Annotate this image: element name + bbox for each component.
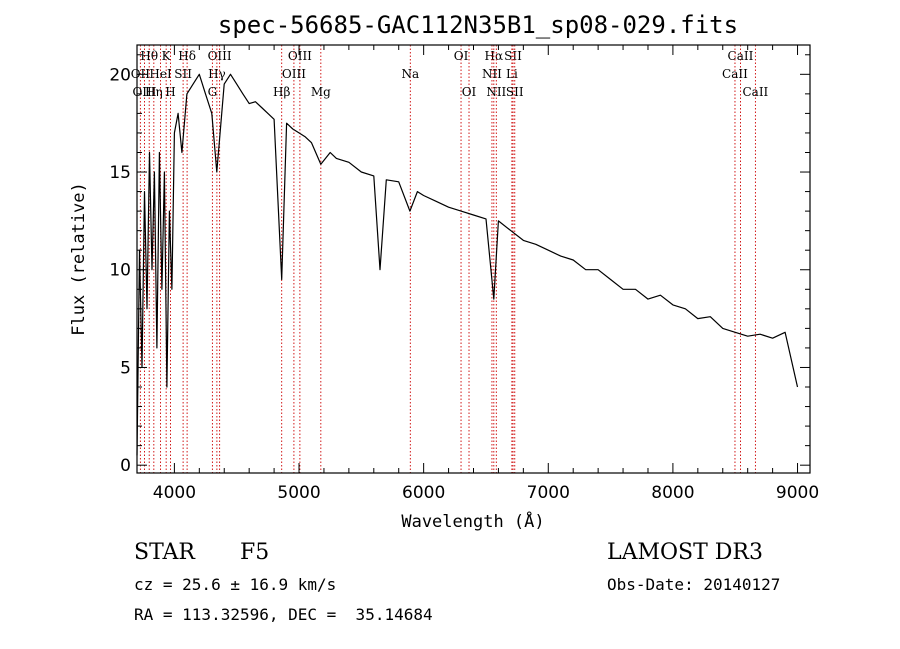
object-subclass: F5 <box>240 540 270 565</box>
marker-label-16: Na <box>401 67 419 81</box>
marker-label-2: OIII <box>132 85 156 99</box>
x-tick-label-5: 9000 <box>776 483 819 503</box>
marker-label-3: Hη <box>145 85 163 99</box>
axes: 4000 5000 6000 7000 8000 9000 0 5 10 15 20 <box>109 45 819 503</box>
observation-date: Obs-Date: 20140127 <box>607 575 781 594</box>
y-tick-label-3: 15 <box>109 163 131 183</box>
marker-label-13: OIII <box>288 49 312 63</box>
marker-label-8: Hδ <box>178 49 196 63</box>
marker-label-25: CaII <box>728 49 754 63</box>
marker-label-26: CaII <box>722 67 748 81</box>
ra-dec: RA = 113.32596, DEC = 35.14684 <box>134 605 433 624</box>
y-tick-label-0: 0 <box>120 456 131 476</box>
marker-label-14: OIII <box>282 67 306 81</box>
y-tick-label-2: 10 <box>109 261 131 281</box>
marker-label-11: G <box>208 85 218 99</box>
marker-label-27: CaII <box>742 85 768 99</box>
x-tick-label-3: 7000 <box>527 483 570 503</box>
object-class: STAR <box>134 540 195 565</box>
marker-label-21: NII <box>486 85 506 99</box>
x-tick-label-4: 8000 <box>651 483 694 503</box>
marker-label-17: OI <box>454 49 469 63</box>
marker-label-22: SII <box>504 49 522 63</box>
marker-label-0: Hθ <box>140 49 158 63</box>
plot-area <box>136 73 799 456</box>
y-tick-label-1: 5 <box>120 358 131 378</box>
x-tick-label-2: 6000 <box>402 483 445 503</box>
marker-label-12: Hβ <box>273 85 290 99</box>
marker-label-4: K <box>162 49 172 63</box>
marker-label-20: NII <box>482 67 502 81</box>
marker-label-24: SII <box>506 85 524 99</box>
spectrum-line <box>136 73 799 456</box>
y-axis-label: Flux (relative) <box>69 182 89 336</box>
marker-label-9: OIII <box>208 49 232 63</box>
marker-label-7: H <box>165 85 175 99</box>
marker-label-5: HeI <box>149 67 172 81</box>
x-tick-label-1: 5000 <box>277 483 320 503</box>
plot-frame <box>136 44 811 474</box>
marker-label-10: Hγ <box>208 67 226 81</box>
marker-label-18: OI <box>462 85 477 99</box>
marker-label-6: SII <box>174 67 192 81</box>
y-tick-label-4: 20 <box>109 65 131 85</box>
redshift-velocity: cz = 25.6 ± 16.9 km/s <box>134 575 337 594</box>
x-tick-label-0: 4000 <box>153 483 196 503</box>
chart-title: spec-56685-GAC112N35B1_sp08-029.fits <box>218 11 738 39</box>
marker-label-15: Mg <box>311 85 331 99</box>
x-axis-label: Wavelength (Å) <box>401 510 544 532</box>
survey-name: LAMOST DR3 <box>607 540 763 565</box>
marker-label-23: Li <box>506 67 518 81</box>
marker-label-19: Hα <box>485 49 504 63</box>
